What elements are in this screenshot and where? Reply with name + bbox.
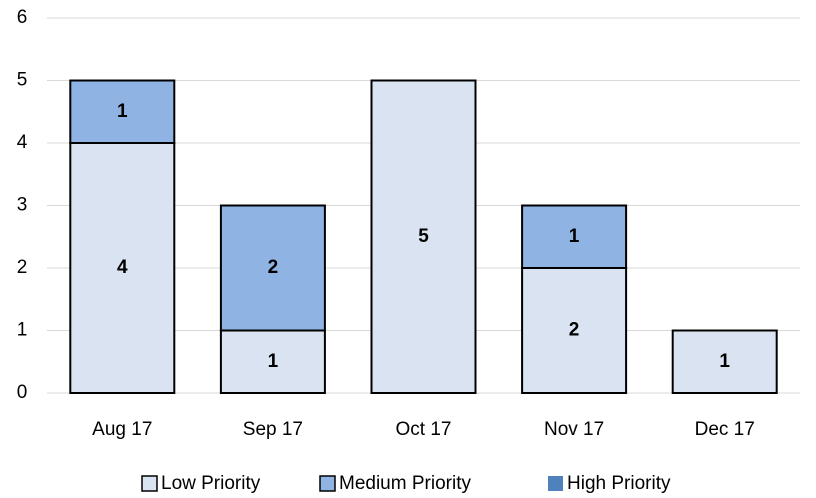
- value-label: 1: [117, 101, 128, 122]
- value-label: 4: [117, 257, 128, 278]
- legend-swatch: [141, 475, 158, 492]
- bar-segment: [219, 329, 326, 394]
- x-tick-label: Nov 17: [544, 419, 604, 440]
- value-label: 5: [418, 226, 429, 247]
- bar-segment: [69, 79, 176, 144]
- x-tick-label: Oct 17: [396, 419, 452, 440]
- y-tick-label: 6: [17, 7, 28, 28]
- bar-segment: [521, 204, 628, 269]
- legend-swatch: [548, 476, 563, 491]
- y-tick-label: 4: [17, 132, 28, 153]
- bar-segment: [69, 142, 176, 394]
- x-tick-label: Aug 17: [92, 419, 152, 440]
- legend-label: High Priority: [567, 473, 671, 494]
- legend-label: Medium Priority: [339, 473, 471, 494]
- y-tick-label: 1: [17, 320, 28, 341]
- legend-label: Low Priority: [161, 473, 261, 494]
- value-label: 1: [569, 226, 580, 247]
- y-tick-label: 5: [17, 70, 28, 91]
- value-label: 2: [268, 257, 279, 278]
- value-label: 1: [268, 351, 279, 372]
- bar-segment: [521, 267, 628, 394]
- legend-swatch: [319, 475, 336, 492]
- bar-segment: [671, 329, 778, 394]
- x-tick-label: Sep 17: [243, 419, 303, 440]
- bar-segment: [370, 79, 477, 394]
- bar-segment: [219, 204, 326, 332]
- value-label: 1: [719, 351, 730, 372]
- y-tick-label: 3: [17, 195, 28, 216]
- y-tick-label: 2: [17, 257, 28, 278]
- value-label: 2: [569, 320, 580, 341]
- x-tick-label: Dec 17: [695, 419, 755, 440]
- y-tick-label: 0: [17, 382, 28, 403]
